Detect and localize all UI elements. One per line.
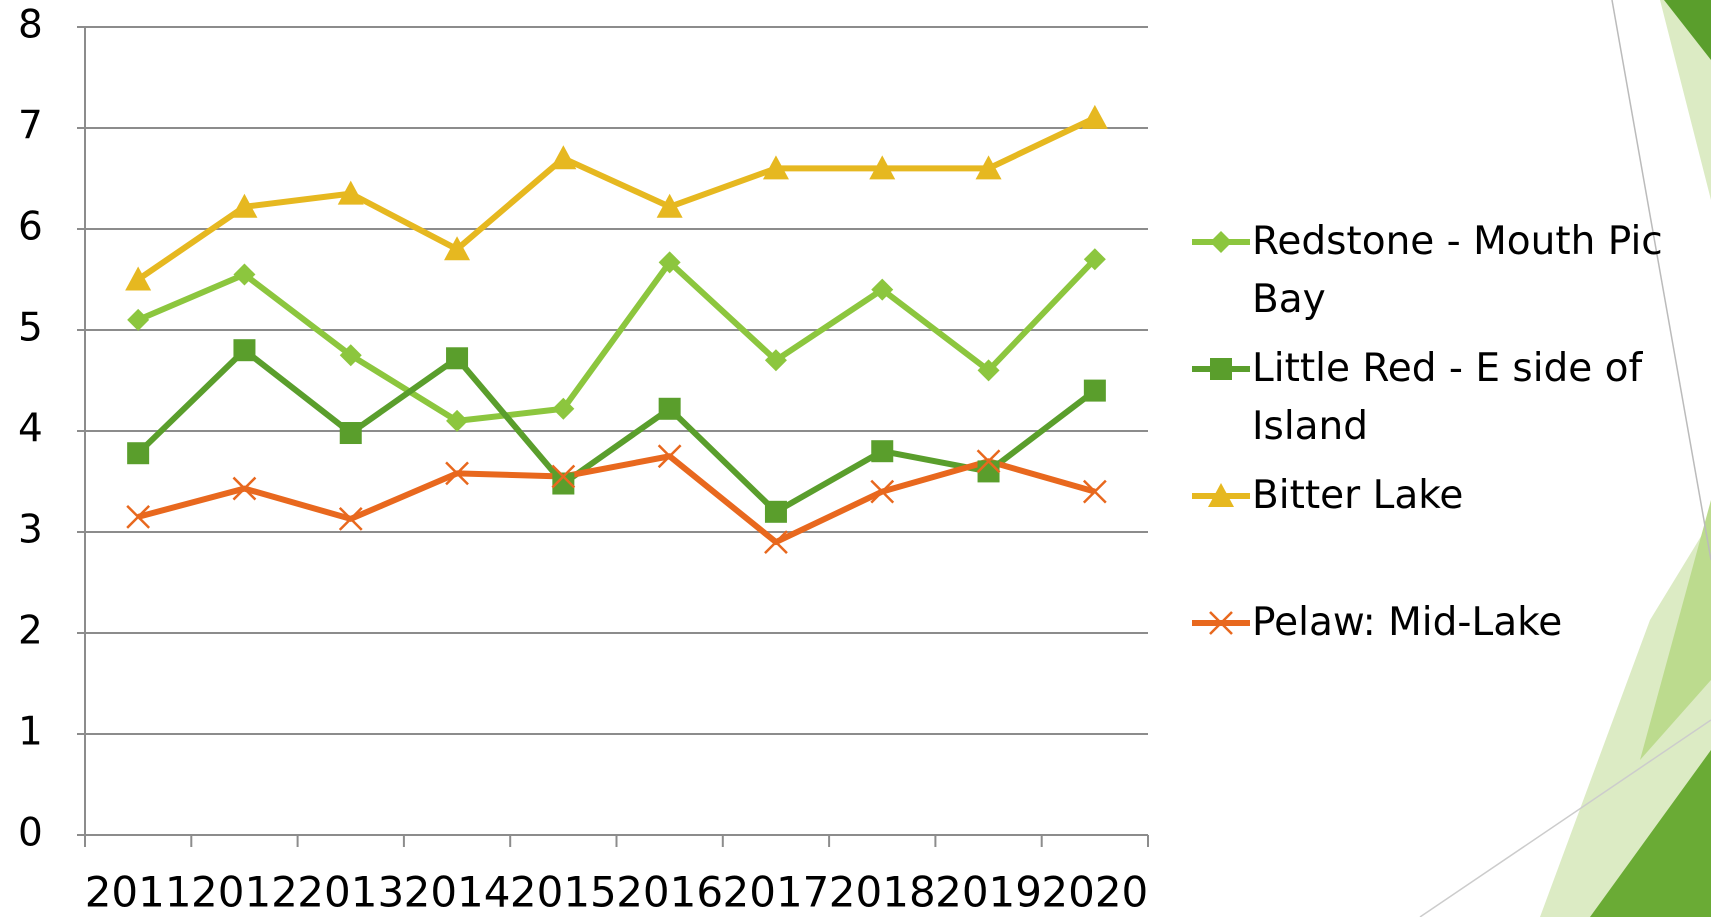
x-tick-label: 2020 — [1041, 868, 1148, 917]
x-tick-label: 2015 — [510, 868, 617, 917]
deco-line — [1419, 719, 1711, 917]
x-tick-label: 2013 — [297, 868, 404, 917]
y-tick-label: 6 — [18, 205, 43, 250]
marker — [339, 344, 362, 367]
marker — [231, 193, 258, 218]
deco-triangle — [1664, 0, 1711, 60]
x-tick-label: 2018 — [829, 868, 936, 917]
y-tick-label: 2 — [18, 609, 43, 654]
y-tick-label: 1 — [18, 710, 43, 755]
marker — [976, 449, 1001, 474]
marker — [762, 155, 789, 180]
marker — [1081, 104, 1108, 129]
legend-entry: Redstone - Mouth Pic Bay — [1190, 213, 1700, 329]
series-line — [136, 115, 1097, 282]
x-tick-label: 2019 — [935, 868, 1042, 917]
marker — [1210, 231, 1232, 253]
marker — [871, 440, 894, 463]
series-line — [137, 453, 1096, 546]
legend-entry: Bitter Lake — [1190, 467, 1700, 525]
marker — [977, 460, 1000, 483]
marker — [1083, 379, 1106, 402]
series-line — [136, 347, 1097, 515]
marker — [446, 409, 469, 432]
marker — [764, 349, 787, 372]
y-tick-label: 3 — [18, 508, 43, 553]
marker — [977, 359, 1000, 382]
y-tick-label: 5 — [18, 306, 43, 351]
marker — [552, 397, 575, 420]
marker — [446, 347, 469, 370]
marker — [1210, 358, 1232, 380]
legend-entry: Pelaw: Mid-Lake — [1190, 594, 1700, 652]
marker — [1083, 248, 1106, 271]
marker — [338, 506, 363, 531]
x-tick-label: 2016 — [616, 868, 723, 917]
legend-label: Pelaw: Mid-Lake — [1252, 600, 1563, 645]
marker — [444, 236, 471, 261]
marker — [657, 444, 682, 469]
x-tick-label: 2017 — [723, 868, 830, 917]
legend-label: Bitter Lake — [1252, 473, 1464, 518]
marker — [975, 155, 1002, 180]
legend-entry: Little Red - E side of Island — [1190, 340, 1700, 456]
marker — [232, 476, 257, 501]
marker — [869, 155, 896, 180]
marker — [764, 500, 787, 523]
marker — [125, 266, 152, 291]
marker — [337, 180, 364, 205]
y-tick-label: 0 — [18, 811, 43, 856]
legend-label: Little Red - E side of Island — [1252, 346, 1643, 449]
marker — [1082, 479, 1107, 504]
marker — [658, 251, 681, 274]
x-tick-label: 2011 — [85, 868, 192, 917]
marker — [126, 504, 151, 529]
marker — [339, 422, 362, 445]
marker — [764, 530, 788, 554]
marker — [127, 308, 150, 331]
deco-line — [1611, 0, 1711, 561]
x-tick-label: 2014 — [404, 868, 511, 917]
marker — [552, 472, 575, 495]
marker — [656, 193, 683, 218]
marker — [233, 339, 256, 362]
y-tick-label: 7 — [18, 104, 43, 149]
y-tick-label: 4 — [18, 407, 43, 452]
marker — [127, 442, 150, 465]
marker — [233, 263, 256, 286]
legend-label: Redstone - Mouth Pic Bay — [1252, 219, 1663, 322]
marker — [1209, 611, 1233, 635]
legend-swatch — [1192, 611, 1250, 635]
deco-triangle — [1590, 750, 1711, 917]
marker — [551, 464, 576, 489]
x-tick-label: 2012 — [191, 868, 298, 917]
y-tick-label: 8 — [18, 3, 43, 48]
legend-swatch — [1192, 358, 1250, 380]
series-line — [136, 257, 1098, 424]
marker — [871, 278, 894, 301]
marker — [658, 397, 681, 420]
deco-triangle — [1640, 500, 1711, 760]
marker — [445, 461, 469, 486]
marker — [550, 145, 577, 170]
legend-swatch — [1192, 231, 1250, 253]
marker — [870, 479, 895, 504]
marker — [1208, 483, 1234, 507]
legend-swatch — [1192, 483, 1250, 507]
